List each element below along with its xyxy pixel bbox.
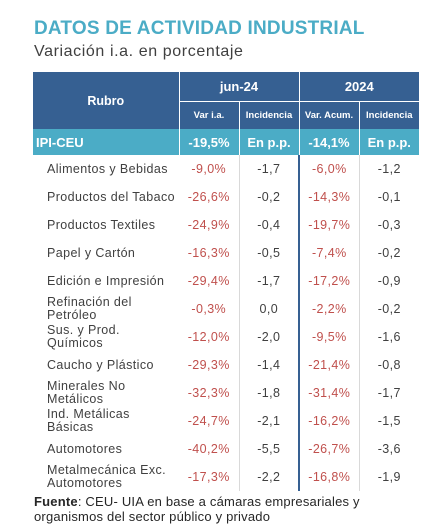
row-var-ia: -40,2% [187,442,230,456]
row-incidencia-2: -0,8 [358,351,420,379]
row-var-acum: -9,5% [298,323,360,351]
row-incidencia-1: -2,0 [238,323,300,351]
ipi-var-acum: -14,1% [298,129,360,155]
row-var-acum: -26,7% [298,435,360,463]
row-label: Minerales No Metálicos [47,379,126,406]
row-incidencia-1: -1,7 [238,267,300,295]
row-var-ia: -16,3% [187,246,230,260]
row-var-ia: -24,7% [187,414,230,428]
col-header-var-acum: Var. Acum. [298,101,360,129]
row-incidencia-1: -5,5 [238,435,300,463]
row-incidencia-2: -0,2 [358,239,420,267]
row-label: Caucho y Plástico [47,357,154,372]
row-label: Sus. y Prod. Químicos [47,323,120,350]
row-incidencia-2: -1,2 [358,155,420,183]
row-label: Automotores [47,441,123,456]
row-var-acum: -19,7% [298,211,360,239]
row-var-ia: -0,3% [191,302,227,316]
row-incidencia-2: -3,6 [358,435,420,463]
source-text: : CEU- UIA en base a cámaras empresarial… [34,494,360,524]
source-label: Fuente [34,494,78,509]
row-incidencia-2: -1,7 [358,379,420,407]
table-row: Refinación del Petróleo -0,3% 0,0 -2,2% -0,2 [33,295,420,323]
row-label: Ind. Metálicas Básicas [47,407,130,434]
row-var-acum: -21,4% [298,351,360,379]
row-var-ia: -26,6% [187,190,230,204]
table-row: Caucho y Plástico -29,3% -1,4 -21,4% -0,8 [33,351,420,379]
row-incidencia-1: -1,8 [238,379,300,407]
row-label: Papel y Cartón [47,245,136,260]
table-row: Ind. Metálicas Básicas -24,7% -2,1 -16,2% -1… [33,407,420,435]
table-row: Automotores -40,2% -5,5 -26,7% -3,6 [33,435,420,463]
row-var-acum: -17,2% [298,267,360,295]
row-incidencia-2: -1,5 [358,407,420,435]
source-footnote: Fuente: CEU- UIA en base a cámaras empre… [34,494,424,524]
row-var-ia: -17,3% [187,470,230,484]
row-label: Edición e Impresión [47,273,165,288]
row-var-acum: -16,8% [298,463,360,491]
col-header-incidencia-1: Incidencia [238,101,300,129]
row-var-acum: -2,2% [298,295,360,323]
industrial-activity-table: Rubro jun-24 2024 Var i.a. Incidencia Va… [33,72,420,491]
page-subtitle: Variación i.a. en porcentaje [34,43,244,60]
row-incidencia-1: -0,5 [238,239,300,267]
row-var-ia: -9,0% [191,162,227,176]
row-label: Productos del Tabaco [47,189,175,204]
row-var-acum: -7,4% [298,239,360,267]
row-incidencia-1: -1,7 [238,155,300,183]
row-label: Metalmecánica Exc. Automotores [47,463,167,490]
row-var-acum: -14,3% [298,183,360,211]
row-incidencia-1: 0,0 [238,295,300,323]
row-incidencia-2: -0,3 [358,211,420,239]
row-incidencia-2: -1,9 [358,463,420,491]
row-var-ia: -24,9% [187,218,230,232]
row-var-acum: -6,0% [298,155,360,183]
page-title: DATOS DE ACTIVIDAD INDUSTRIAL [34,18,365,39]
table-row: Papel y Cartón -16,3% -0,5 -7,4% -0,2 [33,239,420,267]
row-incidencia-2: -0,9 [358,267,420,295]
table-row: Sus. y Prod. Químicos -12,0% -2,0 -9,5% -1,6 [33,323,420,351]
row-var-acum: -31,4% [298,379,360,407]
row-incidencia-2: -1,6 [358,323,420,351]
col-header-incidencia-2: Incidencia [358,101,420,129]
period-header-jun24: jun-24 [179,72,300,102]
table-row: Alimentos y Bebidas -9,0% -1,7 -6,0% -1,2 [33,155,420,183]
row-var-acum: -16,2% [298,407,360,435]
row-incidencia-2: -0,1 [358,183,420,211]
row-label: Alimentos y Bebidas [47,161,168,176]
row-incidencia-1: -2,2 [238,463,300,491]
row-label: Productos Textiles [47,217,156,232]
row-incidencia-1: -2,1 [238,407,300,435]
table-row: Edición e Impresión -29,4% -1,7 -17,2% -0,9 [33,267,420,295]
row-incidencia-1: -1,4 [238,351,300,379]
ipi-var-ia: -19,5% [178,129,239,155]
ipi-unit-1: En p.p. [238,129,300,155]
row-label: Refinación del Petróleo [47,295,132,322]
ipi-label: IPI-CEU [33,129,179,155]
row-var-ia: -32,3% [187,386,230,400]
table-row: Productos del Tabaco -26,6% -0,2 -14,3% -0,1 [33,183,420,211]
table-row: Minerales No Metálicos -32,3% -1,8 -31,4% -1… [33,379,420,407]
col-header-var-ia: Var i.a. [179,101,239,129]
row-incidencia-1: -0,2 [238,183,300,211]
ipi-unit-2: En p.p. [358,129,420,155]
row-var-ia: -29,3% [187,358,230,372]
ipi-row: IPI-CEU -19,5% En p.p. -14,1% En p.p. [33,129,420,155]
rubro-header: Rubro [33,72,180,129]
row-var-ia: -29,4% [187,274,230,288]
row-incidencia-2: -0,2 [358,295,420,323]
table-row: Metalmecánica Exc. Automotores -17,3% -2,2… [33,463,420,491]
period-header-2024: 2024 [298,72,420,102]
row-var-ia: -12,0% [187,330,230,344]
table-row: Productos Textiles -24,9% -0,4 -19,7% -0,3 [33,211,420,239]
row-incidencia-1: -0,4 [238,211,300,239]
